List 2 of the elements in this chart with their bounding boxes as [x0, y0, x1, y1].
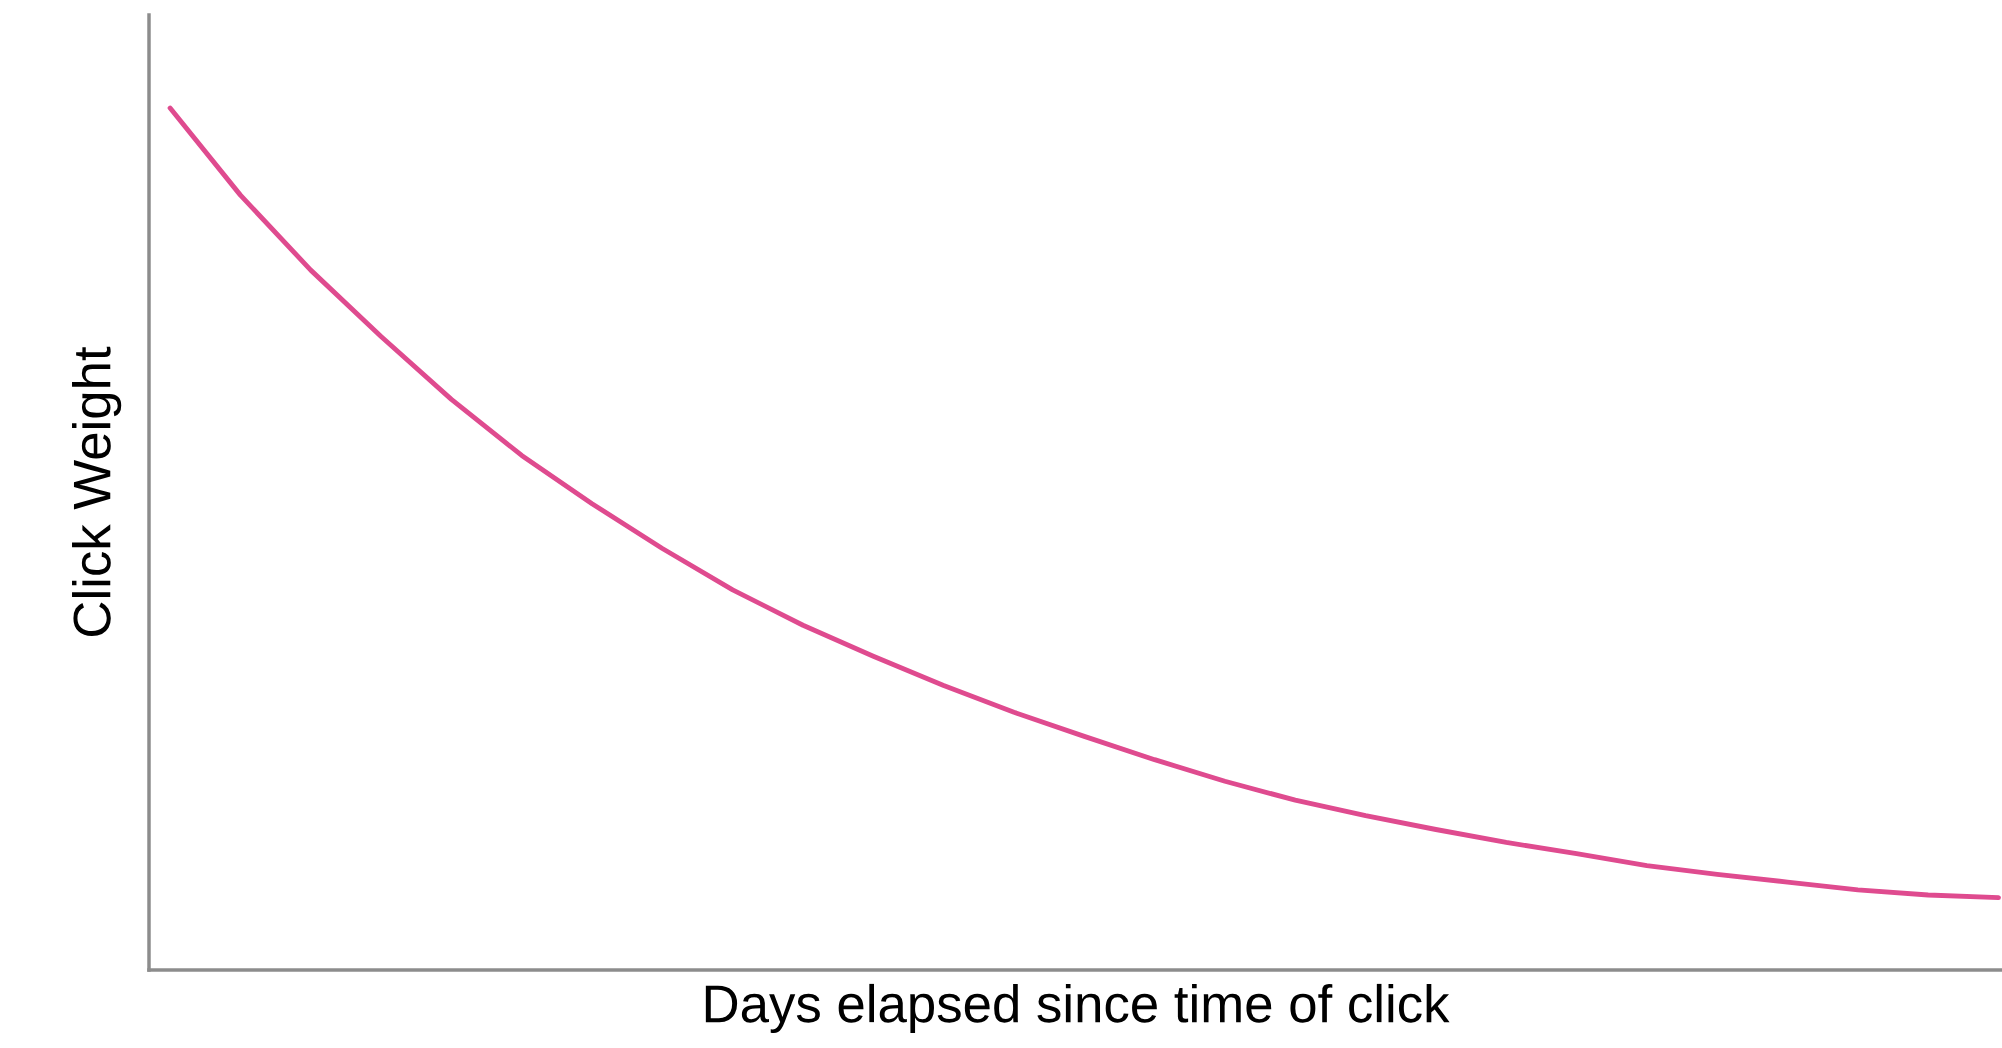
y-axis-title: Click Weight [72, 346, 122, 636]
x-axis-title: Days elapsed since time of click [705, 983, 1450, 1034]
